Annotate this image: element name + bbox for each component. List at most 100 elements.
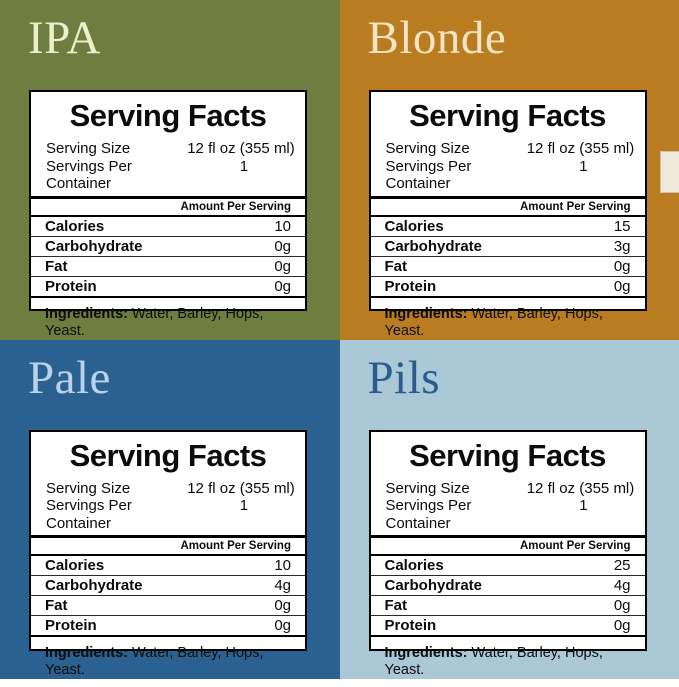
calories-value: 10	[274, 558, 291, 574]
carbohydrate-label: Carbohydrate	[385, 578, 483, 594]
servings-per-container-label: Servings Per Container	[46, 158, 193, 193]
serving-facts-heading: Serving Facts	[371, 439, 645, 473]
ingredients-label: Ingredients:	[45, 306, 128, 322]
calories-label: Calories	[45, 219, 104, 235]
beer-name-blonde: Blonde	[368, 10, 507, 66]
servings-per-container-row: Servings Per Container 1	[31, 497, 305, 532]
carbohydrate-row: Carbohydrate 3g	[371, 237, 645, 257]
servings-per-container-value: 1	[532, 497, 634, 515]
carbohydrate-value: 4g	[274, 578, 291, 594]
calories-value: 15	[614, 219, 631, 235]
serving-facts-card-ipa: Serving Facts Serving Size 12 fl oz (355…	[29, 90, 307, 311]
amount-per-serving-header: Amount Per Serving	[371, 196, 645, 217]
serving-facts-heading: Serving Facts	[371, 99, 645, 133]
calories-value: 25	[614, 558, 631, 574]
serving-size-row: Serving Size 12 fl oz (355 ml)	[31, 140, 305, 158]
protein-label: Protein	[45, 279, 97, 295]
serving-facts-card-pale: Serving Facts Serving Size 12 fl oz (355…	[29, 430, 307, 651]
protein-label: Protein	[45, 618, 97, 634]
fat-row: Fat 0g	[31, 596, 305, 616]
fat-value: 0g	[614, 259, 631, 275]
panel-blonde: Blonde Serving Facts Serving Size 12 fl …	[340, 0, 679, 340]
calories-label: Calories	[385, 558, 444, 574]
carbohydrate-value: 4g	[614, 578, 631, 594]
protein-row: Protein 0g	[371, 277, 645, 298]
carbohydrate-label: Carbohydrate	[45, 239, 143, 255]
serving-facts-card-pils: Serving Facts Serving Size 12 fl oz (355…	[369, 430, 647, 651]
fat-label: Fat	[45, 259, 68, 275]
beer-name-ipa: IPA	[28, 10, 101, 66]
calories-value: 10	[274, 219, 291, 235]
fat-row: Fat 0g	[371, 596, 645, 616]
serving-size-label: Serving Size	[386, 480, 470, 498]
calories-label: Calories	[385, 219, 444, 235]
carbohydrate-value: 3g	[614, 239, 631, 255]
ingredients-row: Ingredients: Water, Barley, Hops, Yeast.	[371, 637, 645, 687]
serving-size-label: Serving Size	[46, 480, 130, 498]
carbohydrate-label: Carbohydrate	[45, 578, 143, 594]
protein-label: Protein	[385, 279, 437, 295]
calories-row: Calories 10	[31, 556, 305, 576]
serving-facts-heading: Serving Facts	[31, 439, 305, 473]
serving-size-row: Serving Size 12 fl oz (355 ml)	[371, 140, 645, 158]
carbohydrate-row: Carbohydrate 4g	[31, 576, 305, 596]
servings-per-container-value: 1	[193, 158, 295, 176]
carbohydrate-row: Carbohydrate 0g	[31, 237, 305, 257]
serving-size-value: 12 fl oz (355 ml)	[187, 140, 295, 158]
servings-per-container-row: Servings Per Container 1	[371, 158, 645, 193]
edge-tab-decoration	[660, 151, 679, 193]
fat-value: 0g	[274, 598, 291, 614]
servings-per-container-row: Servings Per Container 1	[371, 497, 645, 532]
ingredients-label: Ingredients:	[45, 645, 128, 661]
panel-ipa: IPA Serving Facts Serving Size 12 fl oz …	[0, 0, 340, 340]
fat-label: Fat	[45, 598, 68, 614]
serving-size-value: 12 fl oz (355 ml)	[187, 480, 295, 498]
fat-label: Fat	[385, 598, 408, 614]
ingredients-label: Ingredients:	[385, 306, 468, 322]
carbohydrate-row: Carbohydrate 4g	[371, 576, 645, 596]
carbohydrate-label: Carbohydrate	[385, 239, 483, 255]
carbohydrate-value: 0g	[274, 239, 291, 255]
servings-per-container-value: 1	[532, 158, 634, 176]
panel-pale: Pale Serving Facts Serving Size 12 fl oz…	[0, 340, 340, 680]
calories-row: Calories 25	[371, 556, 645, 576]
protein-row: Protein 0g	[31, 616, 305, 637]
protein-value: 0g	[614, 279, 631, 295]
serving-size-row: Serving Size 12 fl oz (355 ml)	[371, 480, 645, 498]
ingredients-row: Ingredients: Water, Barley, Hops, Yeast.	[31, 637, 305, 687]
servings-per-container-label: Servings Per Container	[46, 497, 193, 532]
servings-per-container-value: 1	[193, 497, 295, 515]
beer-name-pils: Pils	[368, 350, 441, 406]
serving-size-label: Serving Size	[386, 140, 470, 158]
calories-row: Calories 15	[371, 217, 645, 237]
serving-size-value: 12 fl oz (355 ml)	[527, 140, 635, 158]
fat-value: 0g	[274, 259, 291, 275]
fat-value: 0g	[614, 598, 631, 614]
panel-pils: Pils Serving Facts Serving Size 12 fl oz…	[340, 340, 679, 680]
protein-row: Protein 0g	[371, 616, 645, 637]
servings-per-container-label: Servings Per Container	[386, 497, 533, 532]
protein-row: Protein 0g	[31, 277, 305, 298]
fat-row: Fat 0g	[371, 257, 645, 277]
ingredients-label: Ingredients:	[385, 645, 468, 661]
protein-value: 0g	[274, 618, 291, 634]
beer-name-pale: Pale	[28, 350, 111, 406]
protein-value: 0g	[614, 618, 631, 634]
amount-per-serving-header: Amount Per Serving	[31, 196, 305, 217]
fat-label: Fat	[385, 259, 408, 275]
calories-row: Calories 10	[31, 217, 305, 237]
protein-value: 0g	[274, 279, 291, 295]
serving-facts-heading: Serving Facts	[31, 99, 305, 133]
serving-size-label: Serving Size	[46, 140, 130, 158]
serving-size-row: Serving Size 12 fl oz (355 ml)	[31, 480, 305, 498]
fat-row: Fat 0g	[31, 257, 305, 277]
amount-per-serving-header: Amount Per Serving	[371, 535, 645, 556]
serving-size-value: 12 fl oz (355 ml)	[527, 480, 635, 498]
servings-per-container-label: Servings Per Container	[386, 158, 533, 193]
protein-label: Protein	[385, 618, 437, 634]
servings-per-container-row: Servings Per Container 1	[31, 158, 305, 193]
amount-per-serving-header: Amount Per Serving	[31, 535, 305, 556]
serving-facts-card-blonde: Serving Facts Serving Size 12 fl oz (355…	[369, 90, 647, 311]
calories-label: Calories	[45, 558, 104, 574]
